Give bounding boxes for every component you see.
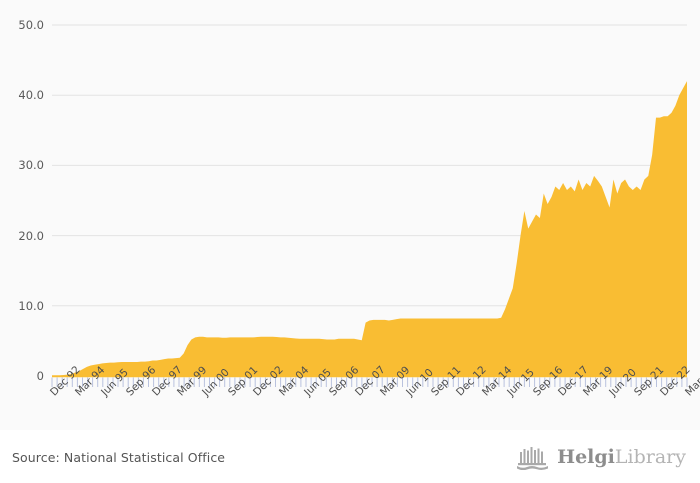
area-fill <box>52 81 687 376</box>
brand-primary: Helgi <box>557 445 615 468</box>
area-chart-svg <box>51 24 688 387</box>
y-axis-tick-label: 10.0 <box>18 298 44 313</box>
source-note: Source: National Statistical Office <box>12 450 226 465</box>
plot-area: 0 10.0 20.0 30.0 40.0 50.0 Dec 92 Mar 94 Jun 95… <box>0 0 700 430</box>
area-series <box>52 81 687 376</box>
x-axis-ticks <box>51 377 688 387</box>
y-axis-tick-label: 20.0 <box>18 228 44 243</box>
y-axis-tick-label: 0 <box>36 369 44 383</box>
y-axis-tick-label: 50.0 <box>18 18 44 32</box>
y-axis-tick-label: 40.0 <box>18 88 44 103</box>
x-axis-labels: Dec 92 Mar 94 Jun 95 Sep 96 Dec 97 Mar 99 Jun … <box>48 364 700 399</box>
brand-wordmark: HelgiLibrary <box>557 445 686 468</box>
bridge-icon <box>517 447 549 470</box>
helgi-library-logo[interactable]: HelgiLibrary <box>516 444 686 470</box>
brand-secondary: Library <box>614 445 686 468</box>
footer-band <box>0 430 700 483</box>
y-axis-labels: 0 10.0 20.0 30.0 40.0 50.0 <box>0 0 44 430</box>
y-axis-tick-label: 30.0 <box>18 158 44 173</box>
